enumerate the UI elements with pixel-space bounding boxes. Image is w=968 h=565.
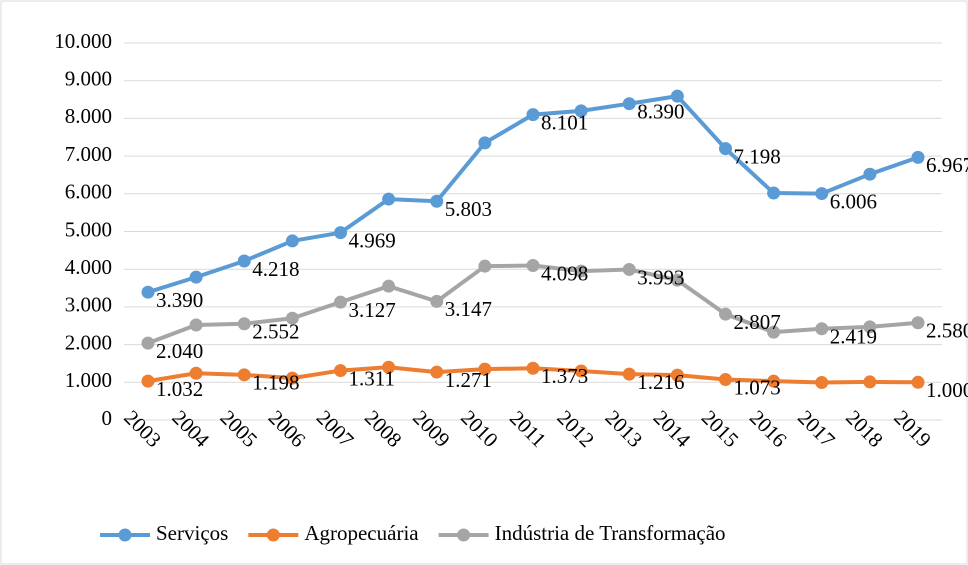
data-point <box>237 368 251 382</box>
data-point <box>430 294 444 308</box>
data-point <box>382 192 396 206</box>
data-label: 8.101 <box>541 110 588 134</box>
data-point <box>719 373 732 387</box>
data-point <box>767 325 781 339</box>
data-point <box>478 362 492 376</box>
data-label: 1.032 <box>156 377 203 401</box>
data-point <box>815 376 829 390</box>
data-label: 3.147 <box>445 297 492 321</box>
data-point <box>141 336 155 350</box>
data-point <box>911 375 925 389</box>
data-label: 1.000 <box>926 378 968 402</box>
y-tick-label: 2.000 <box>65 330 112 354</box>
data-label: 1.271 <box>445 368 492 392</box>
data-label: 3.127 <box>349 298 396 322</box>
data-point <box>767 374 781 388</box>
data-point <box>141 285 155 299</box>
data-point <box>815 187 829 201</box>
data-point <box>911 316 925 330</box>
data-point <box>478 259 492 273</box>
data-point <box>189 366 203 380</box>
data-point <box>574 364 588 378</box>
data-label: 5.803 <box>445 197 492 221</box>
data-point <box>622 367 636 381</box>
data-point <box>526 108 540 122</box>
data-point <box>719 307 732 321</box>
data-point <box>863 375 877 389</box>
data-label: 4.969 <box>349 228 396 252</box>
data-point <box>334 295 347 309</box>
data-label: 2.419 <box>830 325 877 349</box>
data-point <box>430 365 444 379</box>
data-label: 3.993 <box>637 265 684 289</box>
data-point <box>526 259 540 273</box>
data-label: 1.073 <box>734 375 781 399</box>
data-label: 2.552 <box>252 320 299 344</box>
legend-label: Agropecuária <box>304 521 419 545</box>
y-tick-label: 7.000 <box>65 142 112 166</box>
data-point <box>670 89 684 103</box>
legend-marker <box>266 528 280 542</box>
legend-marker <box>457 528 471 542</box>
data-point <box>189 270 203 284</box>
data-point <box>574 104 588 118</box>
legend-marker <box>118 528 132 542</box>
data-point <box>863 167 877 181</box>
data-label: 1.198 <box>252 371 299 395</box>
data-label: 1.216 <box>637 370 684 394</box>
data-label: 1.311 <box>349 366 395 390</box>
y-tick-label: 10.000 <box>54 29 112 53</box>
data-point <box>430 194 444 208</box>
data-point <box>285 234 299 248</box>
data-point <box>863 320 877 334</box>
y-tick-label: 6.000 <box>65 180 112 204</box>
y-tick-label: 0 <box>102 406 113 430</box>
data-point <box>285 311 299 325</box>
data-label: 4.218 <box>252 257 299 281</box>
data-point <box>237 254 251 268</box>
data-label: 6.006 <box>830 189 877 213</box>
data-point <box>141 374 155 388</box>
data-point <box>382 360 396 374</box>
data-label: 2.040 <box>156 339 203 363</box>
legend-label: Serviços <box>156 521 228 545</box>
data-point <box>526 361 540 375</box>
data-point <box>382 279 396 293</box>
data-point <box>815 322 829 336</box>
data-point <box>189 318 203 332</box>
y-tick-label: 5.000 <box>65 217 112 241</box>
data-point <box>767 186 781 200</box>
y-tick-label: 8.000 <box>65 104 112 128</box>
data-point <box>237 317 251 331</box>
data-point <box>334 226 347 240</box>
data-label: 3.390 <box>156 288 203 312</box>
data-point <box>574 264 588 278</box>
data-point <box>670 368 684 382</box>
y-tick-label: 9.000 <box>65 67 112 91</box>
data-point <box>478 136 492 150</box>
data-label: 1.373 <box>541 364 588 388</box>
legend-label: Indústria de Transformação <box>495 521 726 545</box>
data-label: 4.098 <box>541 261 588 285</box>
y-tick-label: 4.000 <box>65 255 112 279</box>
data-label: 2.580 <box>926 319 968 343</box>
data-point <box>622 97 636 111</box>
data-label: 2.807 <box>734 310 781 334</box>
data-point <box>334 364 347 378</box>
y-tick-label: 1.000 <box>65 368 112 392</box>
data-point <box>622 262 636 276</box>
data-label: 8.390 <box>637 100 684 124</box>
data-point <box>719 142 732 156</box>
data-point <box>911 150 925 164</box>
data-label: 6.967 <box>926 153 968 177</box>
data-point <box>670 273 684 287</box>
data-point <box>285 371 299 385</box>
data-label: 7.198 <box>734 144 781 168</box>
y-tick-label: 3.000 <box>65 293 112 317</box>
